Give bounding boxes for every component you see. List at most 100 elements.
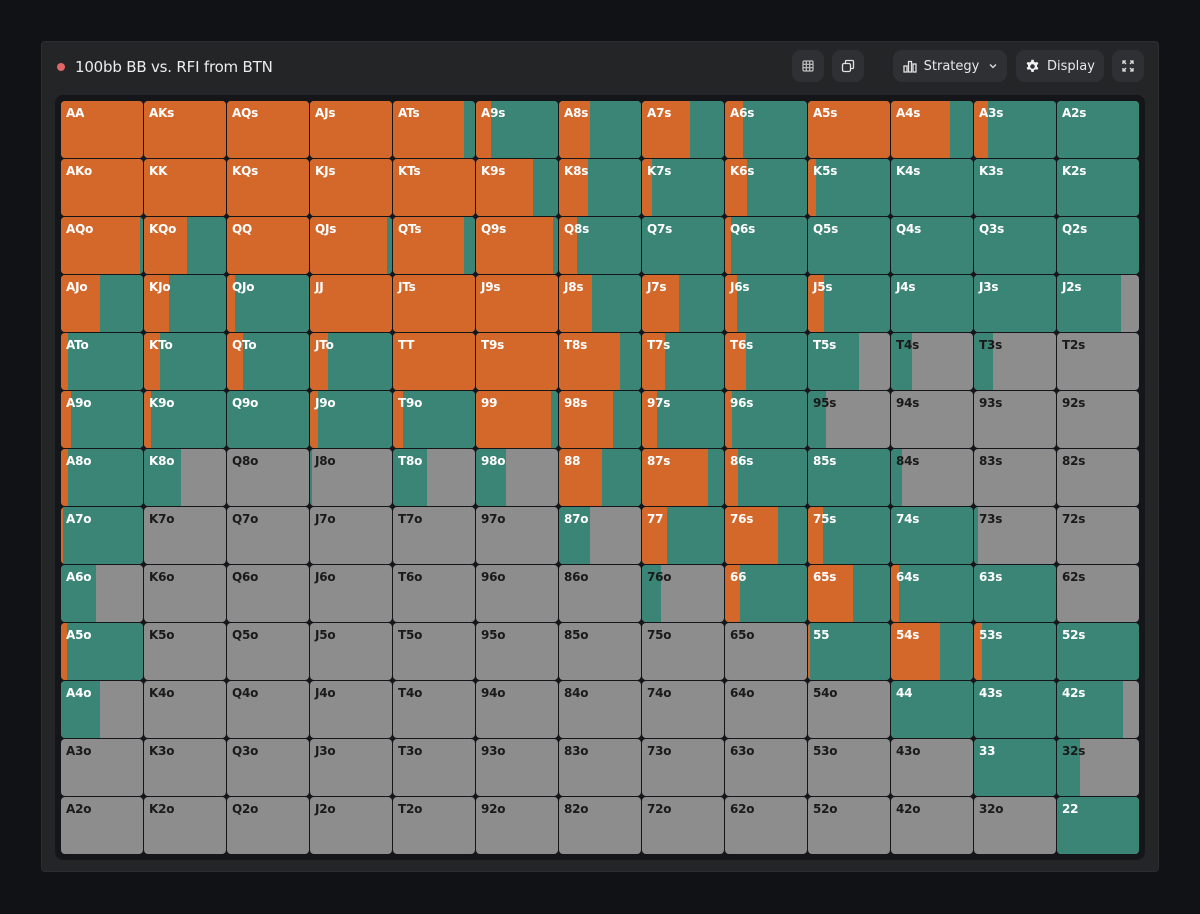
hand-cell-76s[interactable]: 76s: [725, 507, 807, 564]
hand-cell-KTo[interactable]: KTo: [144, 333, 226, 390]
hand-cell-AJo[interactable]: AJo: [61, 275, 143, 332]
hand-cell-A2o[interactable]: A2o: [61, 797, 143, 854]
hand-cell-43o[interactable]: 43o: [891, 739, 973, 796]
hand-cell-AQo[interactable]: AQo: [61, 217, 143, 274]
hand-cell-JTs[interactable]: JTs: [393, 275, 475, 332]
hand-cell-A9o[interactable]: A9o: [61, 391, 143, 448]
hand-cell-K5o[interactable]: K5o: [144, 623, 226, 680]
hand-cell-66[interactable]: 66: [725, 565, 807, 622]
hand-cell-K3s[interactable]: K3s: [974, 159, 1056, 216]
display-button[interactable]: Display: [1016, 50, 1104, 82]
hand-cell-ATs[interactable]: ATs: [393, 101, 475, 158]
hand-cell-QTo[interactable]: QTo: [227, 333, 309, 390]
hand-cell-83o[interactable]: 83o: [559, 739, 641, 796]
hand-cell-97o[interactable]: 97o: [476, 507, 558, 564]
hand-cell-54o[interactable]: 54o: [808, 681, 890, 738]
hand-cell-K5s[interactable]: K5s: [808, 159, 890, 216]
hand-cell-A5s[interactable]: A5s: [808, 101, 890, 158]
hand-cell-T6s[interactable]: T6s: [725, 333, 807, 390]
hand-cell-76o[interactable]: 76o: [642, 565, 724, 622]
hand-cell-95o[interactable]: 95o: [476, 623, 558, 680]
hand-cell-A3s[interactable]: A3s: [974, 101, 1056, 158]
hand-cell-JTo[interactable]: JTo: [310, 333, 392, 390]
hand-cell-85o[interactable]: 85o: [559, 623, 641, 680]
hand-cell-74s[interactable]: 74s: [891, 507, 973, 564]
hand-cell-AJs[interactable]: AJs: [310, 101, 392, 158]
hand-cell-Q2s[interactable]: Q2s: [1057, 217, 1139, 274]
hand-cell-J2s[interactable]: J2s: [1057, 275, 1139, 332]
hand-cell-KQo[interactable]: KQo: [144, 217, 226, 274]
hand-cell-T8o[interactable]: T8o: [393, 449, 475, 506]
hand-cell-J2o[interactable]: J2o: [310, 797, 392, 854]
hand-cell-55[interactable]: 55: [808, 623, 890, 680]
hand-cell-QTs[interactable]: QTs: [393, 217, 475, 274]
hand-cell-85s[interactable]: 85s: [808, 449, 890, 506]
hand-cell-73s[interactable]: 73s: [974, 507, 1056, 564]
hand-cell-T9o[interactable]: T9o: [393, 391, 475, 448]
hand-cell-53o[interactable]: 53o: [808, 739, 890, 796]
hand-cell-K8s[interactable]: K8s: [559, 159, 641, 216]
hand-cell-65s[interactable]: 65s: [808, 565, 890, 622]
hand-cell-98s[interactable]: 98s: [559, 391, 641, 448]
hand-cell-77[interactable]: 77: [642, 507, 724, 564]
copy-button[interactable]: [832, 50, 864, 82]
hand-cell-J5o[interactable]: J5o: [310, 623, 392, 680]
hand-cell-Q3o[interactable]: Q3o: [227, 739, 309, 796]
hand-cell-T2s[interactable]: T2s: [1057, 333, 1139, 390]
hand-cell-75s[interactable]: 75s: [808, 507, 890, 564]
hand-cell-32s[interactable]: 32s: [1057, 739, 1139, 796]
strategy-dropdown[interactable]: Strategy: [893, 50, 1007, 82]
hand-cell-86s[interactable]: 86s: [725, 449, 807, 506]
hand-cell-AQs[interactable]: AQs: [227, 101, 309, 158]
hand-cell-J6s[interactable]: J6s: [725, 275, 807, 332]
hand-cell-A8o[interactable]: A8o: [61, 449, 143, 506]
hand-cell-Q6s[interactable]: Q6s: [725, 217, 807, 274]
hand-cell-A4s[interactable]: A4s: [891, 101, 973, 158]
hand-cell-J5s[interactable]: J5s: [808, 275, 890, 332]
hand-cell-86o[interactable]: 86o: [559, 565, 641, 622]
hand-cell-A6o[interactable]: A6o: [61, 565, 143, 622]
hand-cell-KQs[interactable]: KQs: [227, 159, 309, 216]
hand-cell-Q7s[interactable]: Q7s: [642, 217, 724, 274]
hand-cell-88[interactable]: 88: [559, 449, 641, 506]
hand-cell-83s[interactable]: 83s: [974, 449, 1056, 506]
hand-cell-33[interactable]: 33: [974, 739, 1056, 796]
hand-cell-94s[interactable]: 94s: [891, 391, 973, 448]
hand-cell-Q5s[interactable]: Q5s: [808, 217, 890, 274]
hand-cell-92o[interactable]: 92o: [476, 797, 558, 854]
hand-cell-44[interactable]: 44: [891, 681, 973, 738]
hand-cell-T4s[interactable]: T4s: [891, 333, 973, 390]
hand-cell-43s[interactable]: 43s: [974, 681, 1056, 738]
hand-cell-64o[interactable]: 64o: [725, 681, 807, 738]
hand-cell-T8s[interactable]: T8s: [559, 333, 641, 390]
hand-cell-K7s[interactable]: K7s: [642, 159, 724, 216]
hand-cell-T3o[interactable]: T3o: [393, 739, 475, 796]
hand-cell-65o[interactable]: 65o: [725, 623, 807, 680]
hand-cell-A7o[interactable]: A7o: [61, 507, 143, 564]
hand-cell-J7s[interactable]: J7s: [642, 275, 724, 332]
hand-cell-J3s[interactable]: J3s: [974, 275, 1056, 332]
grid-view-button[interactable]: [792, 50, 824, 82]
hand-cell-QQ[interactable]: QQ: [227, 217, 309, 274]
hand-cell-62s[interactable]: 62s: [1057, 565, 1139, 622]
hand-cell-53s[interactable]: 53s: [974, 623, 1056, 680]
hand-cell-97s[interactable]: 97s: [642, 391, 724, 448]
hand-cell-AKo[interactable]: AKo: [61, 159, 143, 216]
hand-cell-87o[interactable]: 87o: [559, 507, 641, 564]
hand-cell-T5o[interactable]: T5o: [393, 623, 475, 680]
hand-cell-T4o[interactable]: T4o: [393, 681, 475, 738]
hand-cell-52s[interactable]: 52s: [1057, 623, 1139, 680]
hand-cell-A8s[interactable]: A8s: [559, 101, 641, 158]
hand-cell-T5s[interactable]: T5s: [808, 333, 890, 390]
hand-cell-K3o[interactable]: K3o: [144, 739, 226, 796]
hand-cell-Q9s[interactable]: Q9s: [476, 217, 558, 274]
hand-cell-J4o[interactable]: J4o: [310, 681, 392, 738]
hand-cell-KTs[interactable]: KTs: [393, 159, 475, 216]
hand-cell-72s[interactable]: 72s: [1057, 507, 1139, 564]
hand-cell-T7s[interactable]: T7s: [642, 333, 724, 390]
hand-cell-Q5o[interactable]: Q5o: [227, 623, 309, 680]
hand-cell-54s[interactable]: 54s: [891, 623, 973, 680]
hand-cell-42s[interactable]: 42s: [1057, 681, 1139, 738]
hand-cell-63o[interactable]: 63o: [725, 739, 807, 796]
hand-cell-Q6o[interactable]: Q6o: [227, 565, 309, 622]
